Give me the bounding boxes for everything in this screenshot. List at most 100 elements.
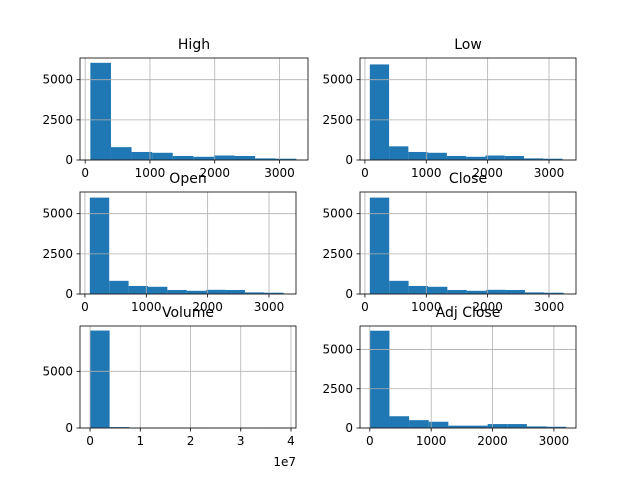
x-tick-label: 2000 bbox=[477, 434, 508, 448]
subplot-low: 0 1000 2000 3000 0 2500 5000 Low bbox=[322, 37, 577, 180]
histogram-bar bbox=[152, 152, 173, 160]
histogram-bar bbox=[131, 151, 153, 160]
x-axis: 0 1000 2000 3000 bbox=[81, 294, 284, 314]
y-tick-label: 2500 bbox=[322, 113, 353, 127]
histogram-bar bbox=[544, 292, 564, 294]
histogram-bar bbox=[389, 146, 409, 160]
histogram-bar bbox=[466, 290, 487, 294]
histogram-bar bbox=[487, 424, 508, 428]
subplot-title: Volume bbox=[162, 305, 214, 321]
histogram-bar bbox=[409, 420, 429, 428]
x-tick-label: 0 bbox=[366, 434, 374, 448]
x-axis: 0 1000 2000 3000 bbox=[366, 428, 569, 448]
axes-frame bbox=[359, 57, 577, 161]
histogram-bar bbox=[485, 155, 505, 160]
histogram-bar bbox=[234, 155, 256, 160]
histogram-bar bbox=[369, 330, 390, 428]
bars bbox=[369, 330, 567, 428]
x-axis: 0 1000 2000 3000 bbox=[361, 294, 564, 314]
x-tick-label: 1000 bbox=[135, 166, 166, 180]
axes-frame bbox=[359, 325, 577, 429]
histogram-bar bbox=[369, 197, 390, 294]
y-tick-label: 0 bbox=[345, 421, 353, 435]
subplot-adj-close: 0 1000 2000 3000 0 2500 5000 Adj Close bbox=[322, 305, 577, 448]
x-tick-label: 3000 bbox=[534, 166, 565, 180]
y-tick-label: 2500 bbox=[42, 113, 73, 127]
axes-frame bbox=[359, 191, 577, 295]
histogram-bar bbox=[110, 147, 132, 160]
y-tick-label: 2500 bbox=[42, 247, 73, 261]
histogram-bar bbox=[505, 289, 525, 294]
gridlines bbox=[80, 192, 296, 295]
histogram-bar bbox=[128, 285, 148, 294]
histogram-bar bbox=[369, 64, 390, 160]
histogram-bar bbox=[428, 421, 449, 428]
subplot-title: High bbox=[178, 37, 210, 53]
bars bbox=[369, 197, 564, 294]
histogram-bar bbox=[186, 290, 207, 294]
x-tick-label: 2000 bbox=[192, 300, 223, 314]
histogram-bar bbox=[264, 292, 284, 294]
x-tick-label: 4 bbox=[287, 434, 295, 448]
y-tick-label: 5000 bbox=[322, 73, 353, 87]
x-tick-label: 0 bbox=[81, 166, 89, 180]
histogram-bar bbox=[244, 292, 265, 294]
subplot-open: 0 1000 2000 3000 0 2500 5000 Open bbox=[42, 171, 297, 314]
histogram-bar bbox=[147, 286, 168, 294]
subplot-title: Open bbox=[169, 171, 206, 187]
histogram-bar bbox=[90, 62, 111, 161]
histogram-bar bbox=[543, 158, 563, 160]
histogram-bar bbox=[167, 289, 187, 294]
histogram-bar bbox=[507, 424, 527, 428]
y-axis: 0 2500 5000 bbox=[322, 343, 360, 435]
gridlines bbox=[360, 326, 576, 429]
histogram-bar bbox=[89, 197, 110, 294]
y-tick-label: 5000 bbox=[42, 364, 73, 378]
y-axis: 0 5000 bbox=[42, 364, 80, 435]
histogram-bar bbox=[504, 155, 524, 160]
histogram-bar bbox=[427, 152, 447, 160]
histogram-bar bbox=[427, 286, 448, 294]
bars bbox=[90, 330, 286, 429]
x-axis: 0 1000 2000 3000 bbox=[361, 160, 564, 180]
x-offset-label: 1e7 bbox=[273, 455, 296, 469]
x-tick-label: 0 bbox=[81, 300, 89, 314]
x-tick-label: 1000 bbox=[416, 434, 447, 448]
x-tick-label: 1 bbox=[136, 434, 144, 448]
gridlines bbox=[80, 58, 308, 161]
y-tick-label: 2500 bbox=[322, 382, 353, 396]
y-tick-label: 0 bbox=[345, 287, 353, 301]
x-tick-label: 0 bbox=[361, 166, 369, 180]
x-axis: 0 1000 2000 3000 bbox=[81, 160, 295, 180]
histogram-bar bbox=[193, 156, 214, 160]
subplot-high: 0 1000 2000 3000 0 2500 5000 High bbox=[42, 37, 309, 180]
x-tick-label: 1000 bbox=[411, 166, 442, 180]
histogram-bar bbox=[526, 426, 547, 428]
gridlines bbox=[360, 192, 576, 295]
subplot-title: Low bbox=[454, 37, 482, 53]
axes-frame bbox=[79, 191, 297, 295]
x-tick-label: 1000 bbox=[411, 300, 442, 314]
x-tick-label: 3 bbox=[237, 434, 245, 448]
x-tick-label: 0 bbox=[361, 300, 369, 314]
y-tick-label: 0 bbox=[65, 153, 73, 167]
histogram-bar bbox=[546, 426, 567, 428]
histogram-bar bbox=[225, 289, 245, 294]
y-axis: 0 2500 5000 bbox=[42, 207, 80, 301]
y-tick-label: 5000 bbox=[322, 207, 353, 221]
axes-frame bbox=[79, 325, 297, 429]
x-tick-label: 3000 bbox=[534, 300, 565, 314]
histogram-bar bbox=[446, 155, 467, 160]
histogram-bar bbox=[486, 289, 506, 294]
y-tick-label: 5000 bbox=[322, 343, 353, 357]
histogram-bar bbox=[448, 425, 468, 428]
gridlines bbox=[80, 326, 296, 429]
histogram-bar bbox=[447, 289, 467, 294]
x-tick-label: 3000 bbox=[539, 434, 570, 448]
x-tick-label: 3000 bbox=[264, 166, 295, 180]
y-axis: 0 2500 5000 bbox=[322, 73, 360, 167]
subplot-close: 0 1000 2000 3000 0 2500 5000 Close bbox=[322, 171, 577, 314]
histogram-bar bbox=[109, 280, 129, 294]
histogram-bar bbox=[172, 155, 194, 160]
